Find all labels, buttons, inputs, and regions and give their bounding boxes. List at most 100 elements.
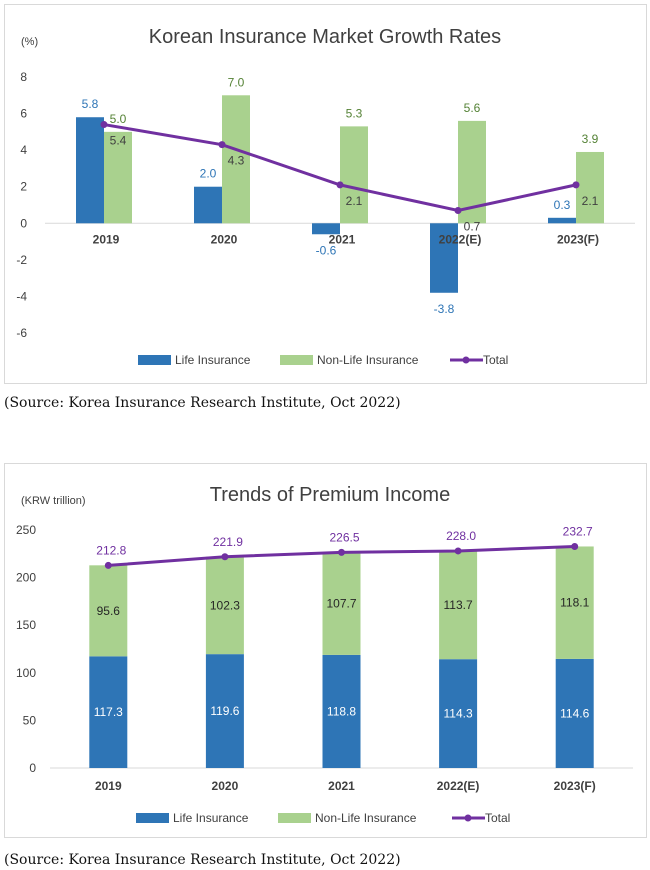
y-tick-label: 250	[16, 523, 36, 537]
bar-life-insurance	[555, 658, 594, 768]
y-tick-label: 100	[16, 666, 36, 680]
bar-non-life-insurance	[222, 95, 250, 224]
data-label-life: 2.0	[200, 167, 217, 181]
data-label-non-life: 113.7	[444, 598, 473, 612]
data-label-life: -3.8	[434, 302, 455, 316]
x-category-label: 2022(E)	[439, 232, 482, 246]
data-label-total: 5.4	[110, 134, 127, 148]
y-tick-label: -4	[16, 289, 27, 303]
bar-life-insurance	[430, 223, 458, 293]
data-label-life: 118.8	[327, 704, 356, 718]
legend-label-non-life: Non-Life Insurance	[315, 811, 417, 825]
legend-swatch-total-marker	[462, 356, 470, 364]
y-tick-label: -6	[16, 326, 27, 340]
bar-life-insurance	[76, 117, 104, 224]
data-label-life: 5.8	[82, 97, 99, 111]
bar-life-insurance	[194, 186, 222, 224]
x-category-label: 2019	[93, 232, 120, 246]
data-label-life: 0.3	[554, 198, 571, 212]
x-category-label: 2023(F)	[554, 779, 596, 793]
x-category-label: 2020	[212, 779, 239, 793]
data-label-total: 0.7	[464, 219, 481, 233]
data-label-non-life: 118.1	[560, 596, 589, 610]
legend-swatch-non-life	[280, 355, 313, 365]
data-label-total: 232.7	[563, 524, 593, 538]
y-tick-label: 2	[20, 180, 27, 194]
legend-swatch-total-marker	[464, 814, 472, 822]
source-note-premium: (Source: Korea Insurance Research Instit…	[4, 852, 401, 868]
x-category-label: 2023(F)	[557, 232, 599, 246]
data-label-non-life: 5.3	[346, 106, 363, 120]
data-label-total: 221.9	[213, 535, 243, 549]
bar-life-insurance	[312, 223, 340, 235]
legend-swatch-life	[138, 355, 171, 365]
y-tick-label: 0	[29, 761, 36, 775]
y-axis-unit-label: (KRW trillion)	[21, 495, 86, 507]
bar-non-life-insurance	[322, 552, 361, 655]
data-label-total: 4.3	[228, 154, 245, 168]
bar-life-insurance	[439, 659, 478, 768]
data-label-total: 228.0	[446, 529, 476, 543]
data-label-total: 212.8	[96, 543, 126, 557]
chart-title: Korean Insurance Market Growth Rates	[149, 26, 501, 48]
premium-income-chart-panel: Trends of Premium Income (KRW trillion) 25…	[4, 463, 647, 838]
data-label-non-life: 7.0	[228, 75, 245, 89]
legend-label-life: Life Insurance	[173, 811, 249, 825]
data-label-life: 117.3	[94, 705, 123, 719]
x-category-label: 2021	[329, 232, 356, 246]
bar-non-life-insurance	[340, 126, 368, 224]
total-point	[221, 553, 229, 561]
legend-label-total: Total	[483, 353, 508, 367]
chart-title: Trends of Premium Income	[210, 484, 450, 506]
bar-non-life-insurance	[104, 131, 132, 224]
legend-label-non-life: Non-Life Insurance	[317, 353, 419, 367]
bar-life-insurance	[205, 654, 244, 768]
total-point	[338, 548, 345, 556]
data-label-total: 2.1	[346, 194, 363, 208]
data-label-total: 226.5	[329, 530, 359, 544]
total-point	[571, 542, 579, 550]
total-point	[454, 206, 462, 214]
data-label-life: 119.6	[210, 704, 239, 718]
data-label-non-life: 5.0	[110, 112, 127, 126]
y-tick-label: 200	[16, 571, 36, 585]
bar-life-insurance	[322, 654, 361, 768]
total-point	[104, 561, 112, 569]
data-label-non-life: 5.6	[464, 101, 481, 115]
y-tick-label: 50	[23, 713, 37, 727]
total-point	[218, 141, 226, 149]
x-category-label: 2020	[211, 232, 238, 246]
total-point	[572, 181, 580, 189]
legend-label-total: Total	[485, 811, 510, 825]
bar-life-insurance	[89, 656, 128, 768]
bar-non-life-insurance	[89, 565, 128, 657]
data-label-non-life: 107.7	[326, 597, 356, 611]
data-label-non-life: 102.3	[210, 598, 240, 612]
y-tick-label: 4	[20, 143, 27, 157]
y-axis-unit-label: (%)	[21, 36, 38, 48]
bar-non-life-insurance	[576, 151, 604, 224]
growth-rates-chart: Korean Insurance Market Growth Rates (%) 8…	[16, 26, 635, 367]
source-note-growth: (Source: Korea Insurance Research Instit…	[4, 395, 401, 411]
data-label-total: 2.1	[582, 194, 599, 208]
legend-swatch-non-life	[278, 813, 311, 823]
bar-non-life-insurance	[439, 550, 478, 660]
legend-label-life: Life Insurance	[175, 353, 251, 367]
y-tick-label: 6	[20, 107, 27, 121]
data-label-life: -0.6	[316, 243, 337, 257]
growth-rates-chart-panel: Korean Insurance Market Growth Rates (%) 8…	[4, 4, 647, 384]
legend-swatch-life	[136, 813, 169, 823]
data-label-non-life: 3.9	[582, 132, 599, 146]
data-label-non-life: 95.6	[97, 604, 121, 618]
x-category-label: 2021	[328, 779, 355, 793]
y-tick-label: 0	[20, 216, 27, 230]
premium-income-chart: Trends of Premium Income (KRW trillion) 25…	[16, 484, 633, 825]
y-tick-label: -2	[16, 253, 27, 267]
x-category-label: 2019	[95, 779, 122, 793]
y-tick-label: 150	[16, 618, 36, 632]
total-point	[454, 547, 462, 555]
data-label-life: 114.3	[444, 707, 473, 721]
total-point	[100, 121, 108, 129]
bar-life-insurance	[548, 217, 576, 224]
y-tick-label: 8	[20, 70, 27, 84]
